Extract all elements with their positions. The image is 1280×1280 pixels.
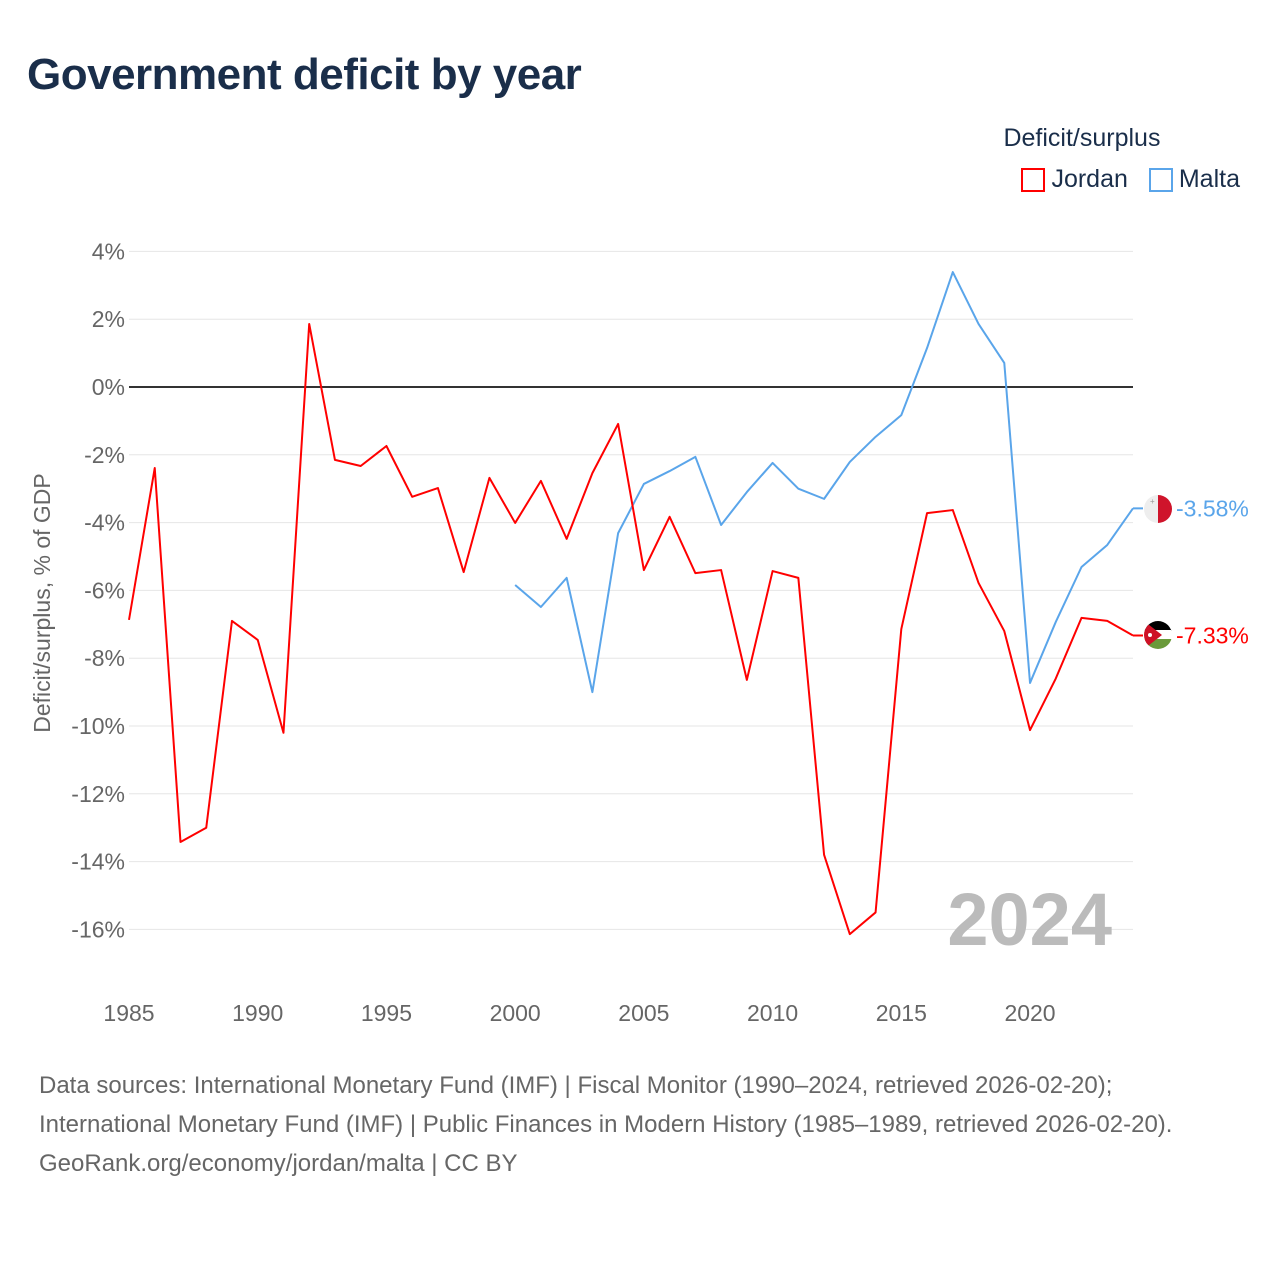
year-watermark: 2024: [947, 878, 1112, 961]
legend-swatch-malta: [1148, 167, 1173, 192]
legend-item-jordan[interactable]: Jordan: [1021, 165, 1128, 194]
legend-swatch-jordan: [1021, 167, 1046, 192]
line-chart: 4% 2% 0% -2% -4% -6% -8% -10% -12% -14% -16% 1985 19…: [29, 238, 1249, 1026]
y-tick-label: -8%: [84, 645, 125, 671]
x-tick-label: 2015: [876, 1000, 927, 1026]
x-tick-label: 1995: [361, 1000, 412, 1026]
malta-flag-icon: +: [1144, 495, 1172, 523]
y-tick-label: -12%: [71, 781, 125, 807]
legend-title: Deficit/surplus: [1003, 124, 1161, 152]
x-tick-label: 2005: [618, 1000, 669, 1026]
jordan-flag-icon: [1144, 621, 1172, 649]
series-line-jordan: [128, 322, 1134, 936]
y-tick-label: -16%: [71, 916, 125, 942]
y-tick-label: 4%: [92, 238, 125, 264]
y-tick-label: -6%: [84, 577, 125, 603]
x-tick-label: 2000: [490, 1000, 541, 1026]
x-tick-label: 1985: [103, 1000, 154, 1026]
legend-item-malta[interactable]: Malta: [1148, 165, 1240, 194]
series-line-malta: [514, 271, 1134, 694]
credit-link[interactable]: GeoRank.org/economy/jordan/malta | CC BY: [39, 1150, 518, 1177]
legend: Deficit/surplus Jordan Malta: [1003, 124, 1240, 199]
y-tick-label: -4%: [84, 510, 125, 536]
end-label-jordan: -7.33%: [1176, 622, 1249, 648]
y-tick-label: 2%: [92, 306, 125, 332]
chart-title: Government deficit by year: [27, 50, 582, 99]
y-tick-label: -2%: [84, 442, 125, 468]
legend-label: Jordan: [1051, 165, 1128, 193]
y-tick-label: 0%: [92, 374, 125, 400]
end-label-malta: -3.58%: [1176, 495, 1249, 521]
y-tick-label: -10%: [71, 713, 125, 739]
svg-text:+: +: [1150, 497, 1155, 506]
x-tick-label: 1990: [232, 1000, 283, 1026]
y-tick-label: -14%: [71, 849, 125, 875]
x-tick-label: 2020: [1004, 1000, 1055, 1026]
data-sources: Data sources: International Monetary Fun…: [39, 1072, 1173, 1138]
legend-label: Malta: [1178, 165, 1240, 193]
x-tick-label: 2010: [747, 1000, 798, 1026]
footer: Data sources: International Monetary Fun…: [39, 1066, 1239, 1183]
y-axis-label: Deficit/surplus, % of GDP: [29, 473, 55, 732]
